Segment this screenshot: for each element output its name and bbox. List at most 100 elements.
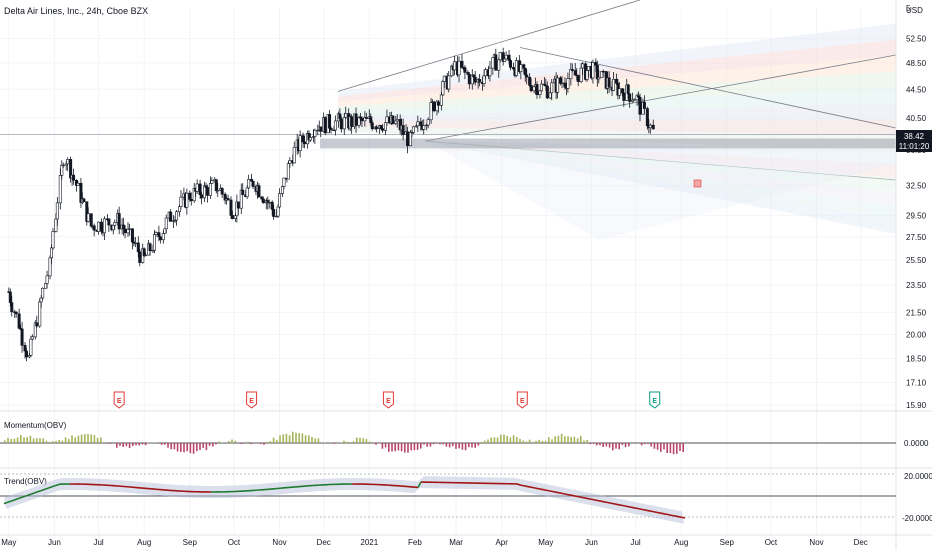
momentum-bar (487, 439, 489, 443)
trend-line-segment (639, 508, 644, 511)
momentum-bar (391, 443, 393, 452)
momentum-bar (394, 443, 396, 452)
trend-line-segment (519, 484, 524, 487)
candle-body (503, 58, 507, 62)
trend-line-segment (579, 496, 584, 499)
candle-body (288, 160, 292, 164)
momentum-bar (669, 443, 672, 454)
candle-body (272, 209, 276, 217)
fib-fan-band (425, 140, 896, 220)
time-tick-label: Oct (228, 538, 241, 547)
momentum-bar (365, 438, 368, 443)
momentum-bar (132, 443, 134, 447)
trend-line-segment (48, 486, 53, 489)
momentum-bar (285, 433, 288, 443)
candlestick-series (7, 47, 655, 362)
earnings-icon[interactable]: E (382, 391, 394, 409)
trend-line-segment (663, 513, 668, 516)
candle-body (507, 54, 511, 61)
momentum-bar (103, 442, 105, 443)
candle-body (601, 71, 605, 73)
trend-upper-label: 20.0000 (904, 472, 932, 481)
currency-label: USD (906, 6, 923, 15)
momentum-bar (464, 443, 467, 451)
candle-body (328, 114, 332, 129)
trend-line-segment (618, 504, 623, 507)
earnings-icon[interactable]: E (246, 391, 258, 409)
momentum-bar (109, 443, 112, 444)
trend-line-segment (666, 513, 671, 516)
candle-body (323, 117, 327, 134)
candle-body (113, 222, 117, 226)
momentum-bar (496, 437, 499, 443)
momentum-bar (551, 439, 553, 443)
price-axis[interactable]: 552.5048.5044.5040.5036.5032.5029.5027.5… (895, 0, 927, 550)
trend-line-segment (543, 489, 548, 492)
candle-body (267, 201, 271, 204)
earnings-icon[interactable]: E (649, 391, 661, 409)
candle-body (86, 213, 90, 222)
trend-line-segment (417, 481, 422, 488)
candle-body (523, 67, 527, 76)
candle-body (519, 64, 523, 72)
candle-body (422, 125, 426, 130)
fib-channel-line[interactable] (519, 47, 897, 129)
candle-body (525, 74, 529, 78)
momentum-bar (455, 443, 457, 449)
momentum-bar (624, 443, 627, 448)
momentum-bar (535, 440, 537, 443)
momentum-bar (212, 443, 214, 447)
momentum-bar (87, 434, 89, 443)
earnings-icon[interactable]: E (516, 391, 528, 409)
momentum-bar (554, 436, 556, 443)
trend-line-segment (654, 511, 659, 514)
momentum-bar (615, 443, 617, 449)
candle-body (107, 218, 111, 226)
trend-line-segment (621, 504, 626, 507)
candle-body (214, 179, 218, 192)
momentum-bar (423, 443, 425, 445)
momentum-bar (400, 443, 403, 452)
trend-line-segment (600, 500, 605, 503)
candle-body (72, 174, 76, 181)
candle-body (308, 137, 312, 141)
candle-body (35, 322, 39, 327)
candle-body (154, 232, 158, 235)
candle-body (622, 92, 626, 101)
candle-body (127, 228, 131, 230)
support-zone[interactable] (320, 138, 896, 149)
time-axis[interactable]: May Jun Jul Aug Sep Oct Nov Dec 2021 Feb Mar Apr May… (0, 534, 932, 547)
price-tick-label: 20.00 (906, 331, 927, 340)
fib-channel-line[interactable] (337, 0, 641, 92)
candle-body (270, 201, 274, 210)
fib-channel-drawings[interactable] (0, 0, 897, 240)
candle-body (229, 199, 233, 216)
candle-body (626, 84, 630, 95)
candle-body (100, 221, 104, 232)
fib-channel-line[interactable] (424, 54, 897, 142)
candle-body (205, 187, 209, 196)
earnings-icon[interactable]: E (113, 391, 125, 409)
candle-body (460, 60, 464, 68)
momentum-bar (384, 443, 387, 448)
pencil-icon[interactable] (693, 179, 702, 188)
momentum-bar (199, 443, 201, 451)
trend-line-segment (648, 510, 653, 513)
momentum-bar (336, 443, 339, 444)
svg-text:E: E (652, 398, 657, 405)
momentum-bar (576, 438, 579, 443)
trend-line-segment (27, 493, 32, 496)
momentum-bar (221, 442, 224, 443)
candle-body (576, 74, 580, 82)
candle-body (260, 196, 264, 200)
momentum-bar (292, 431, 294, 443)
svg-text:E: E (386, 398, 391, 405)
trend-line-segment (645, 509, 650, 512)
momentum-bar (605, 443, 608, 447)
trend-panel: Trend(OBV) 20.0000 -20.0000 (0, 467, 932, 524)
candle-body (261, 198, 265, 204)
candle-body (313, 130, 317, 137)
momentum-bar (208, 443, 211, 446)
